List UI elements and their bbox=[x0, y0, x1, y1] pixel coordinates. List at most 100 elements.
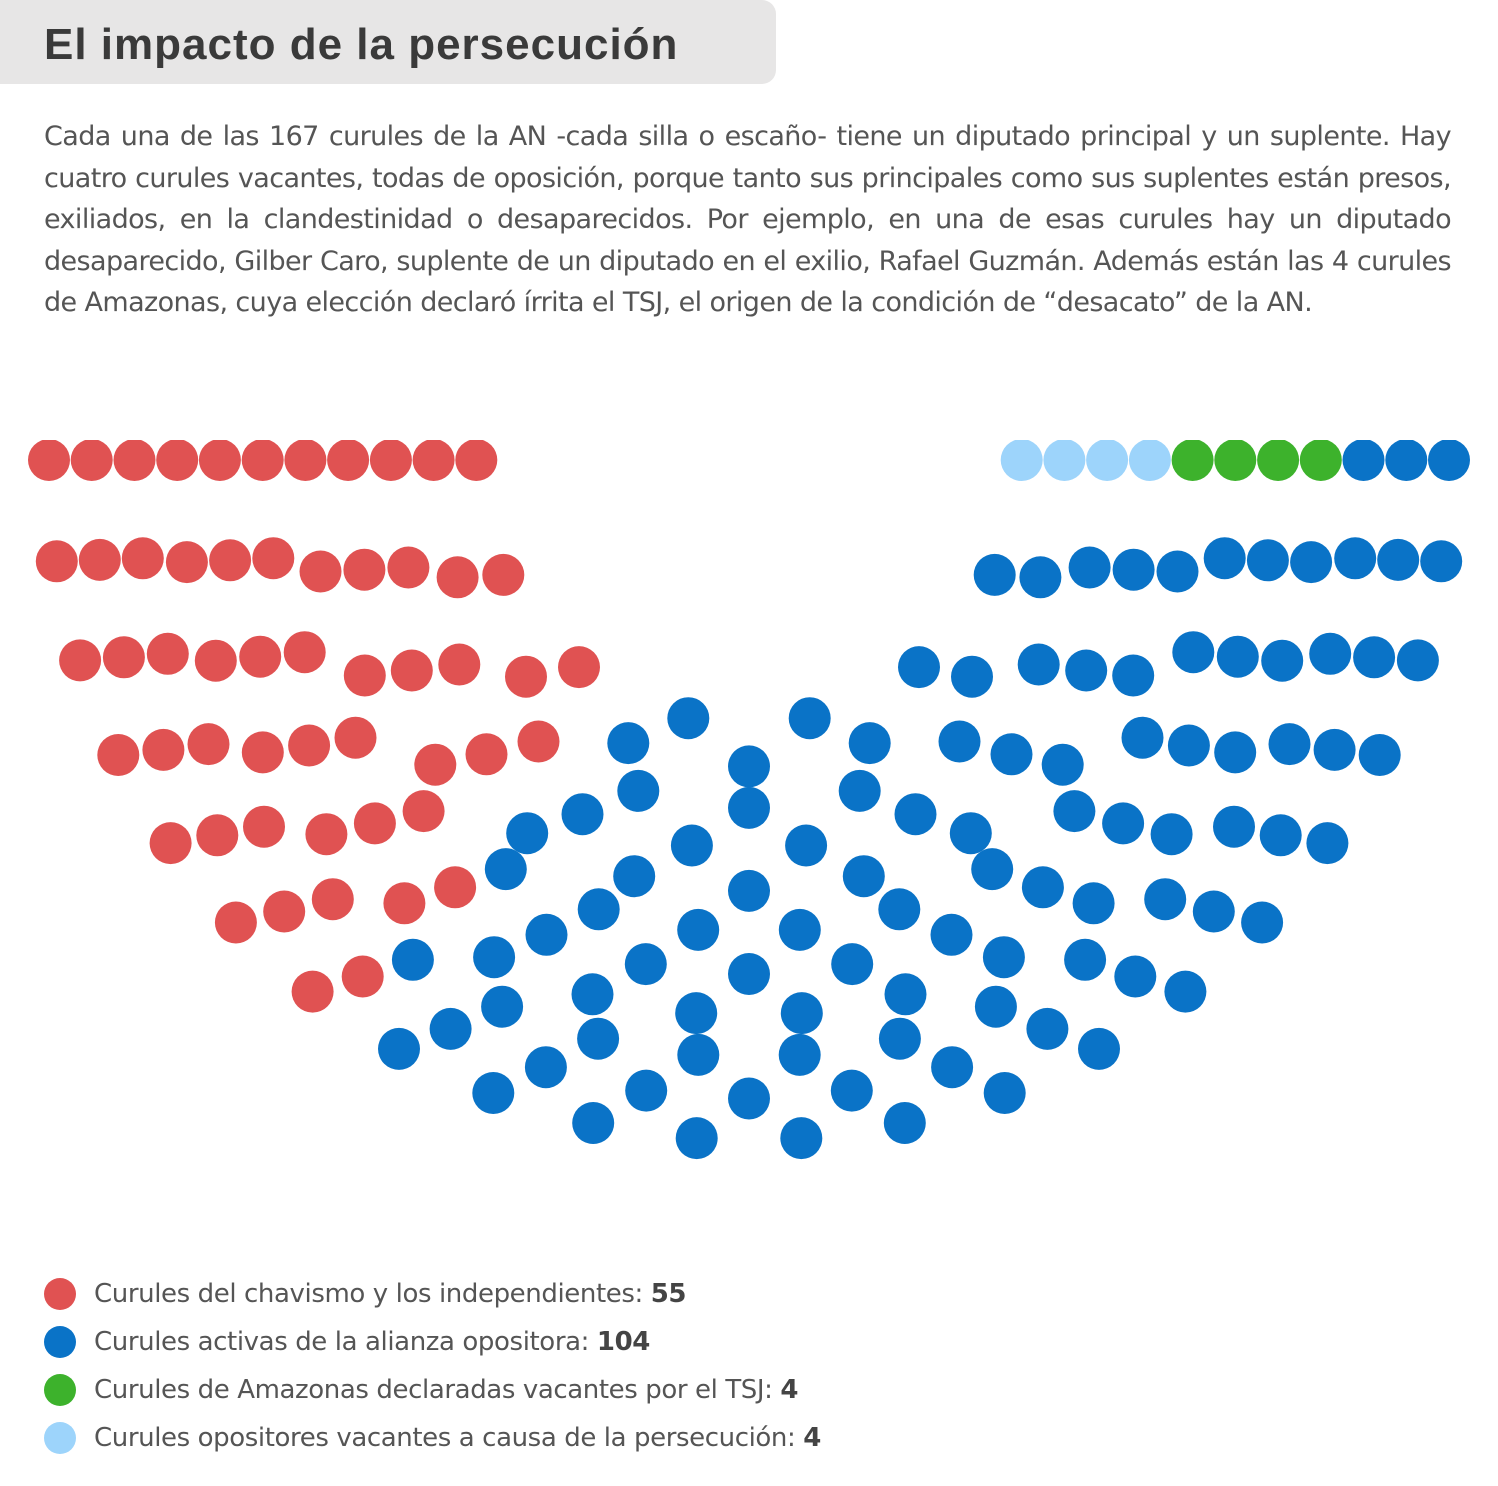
legend-count-persecucion: 4 bbox=[803, 1423, 821, 1453]
seat-dot bbox=[1342, 440, 1385, 481]
seat-dot bbox=[1019, 556, 1062, 599]
seat-dot bbox=[1072, 882, 1115, 925]
seat-dot bbox=[1164, 970, 1207, 1013]
title-box: El impacto de la persecución bbox=[0, 0, 776, 84]
seat-dot bbox=[930, 913, 973, 956]
seat-dot bbox=[675, 1117, 718, 1160]
seat-dot bbox=[728, 869, 770, 912]
legend-label-amazonas: Curules de Amazonas declaradas vacantes … bbox=[94, 1375, 799, 1405]
seat-dot bbox=[288, 724, 331, 767]
seat-dot bbox=[434, 866, 477, 909]
seat-dot bbox=[878, 888, 921, 931]
seat-dot bbox=[299, 550, 342, 593]
seat-dot bbox=[677, 908, 720, 951]
seat-dot bbox=[831, 943, 874, 986]
seat-dot bbox=[1268, 723, 1311, 766]
legend-count-amazonas: 4 bbox=[780, 1375, 799, 1405]
seat-dot bbox=[558, 646, 600, 689]
seat-dot bbox=[990, 733, 1033, 776]
seat-dot bbox=[196, 814, 239, 857]
seat-dot bbox=[848, 722, 891, 765]
seat-dot bbox=[438, 643, 481, 686]
seat-dot bbox=[187, 723, 230, 766]
seat-dot bbox=[291, 970, 334, 1013]
seat-dot bbox=[142, 728, 185, 771]
seat-dot bbox=[1121, 716, 1164, 759]
seat-dot bbox=[971, 848, 1014, 891]
seat-dot bbox=[983, 1072, 1026, 1114]
seat-dot bbox=[625, 1069, 668, 1112]
seat-dot bbox=[241, 440, 284, 481]
seat-dot bbox=[1156, 550, 1199, 593]
seat-dot bbox=[577, 888, 620, 931]
seat-dot bbox=[472, 1072, 515, 1114]
parliament-chart bbox=[28, 440, 1470, 1160]
seat-dot bbox=[113, 440, 156, 481]
legend-swatch-chavismo bbox=[44, 1278, 76, 1310]
seat-dot bbox=[1299, 440, 1342, 481]
seat-dot bbox=[390, 649, 433, 692]
seat-dot bbox=[1017, 643, 1060, 686]
seat-dot bbox=[1396, 639, 1439, 682]
seat-dot bbox=[149, 822, 192, 865]
seat-dot bbox=[209, 539, 252, 582]
seat-dot bbox=[1078, 1027, 1120, 1070]
seat-dot bbox=[369, 440, 412, 481]
seat-dot bbox=[239, 635, 282, 678]
seat-dot bbox=[1216, 635, 1259, 678]
legend-label-chavismo: Curules del chavismo y los independiente… bbox=[94, 1279, 687, 1309]
seat-dot bbox=[402, 790, 445, 833]
seat-dot bbox=[311, 878, 354, 921]
seat-dot bbox=[780, 1117, 823, 1160]
seat-dot bbox=[156, 440, 199, 481]
seat-dot bbox=[1306, 822, 1349, 865]
seat-dot bbox=[838, 769, 881, 812]
seat-dot bbox=[1261, 639, 1304, 682]
seat-dot bbox=[378, 1027, 420, 1070]
seat-dot bbox=[1309, 632, 1352, 675]
seat-dot bbox=[284, 440, 327, 481]
seat-dot bbox=[883, 1102, 926, 1144]
seat-dot bbox=[667, 697, 710, 740]
seat-dot bbox=[481, 985, 524, 1028]
seat-dot bbox=[341, 955, 384, 998]
seat-dot bbox=[1053, 790, 1096, 833]
seat-dot bbox=[263, 890, 306, 933]
seat-dot bbox=[102, 636, 145, 679]
seat-dot bbox=[617, 769, 660, 812]
seat-dot bbox=[1290, 541, 1333, 584]
legend-label-oposicion-activa: Curules activas de la alianza opositora:… bbox=[94, 1327, 650, 1357]
seat-dot bbox=[1377, 538, 1420, 581]
seat-dot bbox=[842, 855, 885, 898]
seat-dot bbox=[1214, 731, 1257, 774]
seat-dot bbox=[194, 639, 237, 682]
seat-dot bbox=[1167, 724, 1210, 767]
seat-dot bbox=[780, 992, 823, 1035]
seat-dot bbox=[198, 440, 241, 481]
seat-dot bbox=[949, 812, 992, 855]
seat-dot bbox=[571, 973, 614, 1016]
seat-dot bbox=[1313, 728, 1356, 771]
seat-dot bbox=[675, 992, 718, 1035]
seat-dot bbox=[788, 697, 831, 740]
legend-count-chavismo: 55 bbox=[650, 1279, 687, 1309]
seat-dot bbox=[1000, 440, 1043, 481]
seat-dot bbox=[1086, 440, 1129, 481]
seat-dot bbox=[607, 722, 650, 765]
seat-dot bbox=[1203, 537, 1246, 580]
seat-dot bbox=[1064, 938, 1107, 981]
seat-dot bbox=[525, 913, 568, 956]
seat-dot bbox=[938, 720, 981, 763]
seat-dot bbox=[505, 655, 547, 698]
seat-dot bbox=[1428, 440, 1470, 481]
legend-swatch-amazonas bbox=[44, 1374, 76, 1406]
seat-dot bbox=[1112, 654, 1155, 697]
seat-dot bbox=[1241, 901, 1284, 944]
seat-dot bbox=[436, 556, 479, 599]
seat-dot bbox=[1385, 440, 1428, 481]
seat-dot bbox=[577, 1017, 620, 1060]
seat-dot bbox=[473, 936, 516, 979]
seat-dot bbox=[1021, 866, 1064, 909]
seat-dot bbox=[1114, 955, 1157, 998]
seat-dot bbox=[884, 973, 927, 1016]
